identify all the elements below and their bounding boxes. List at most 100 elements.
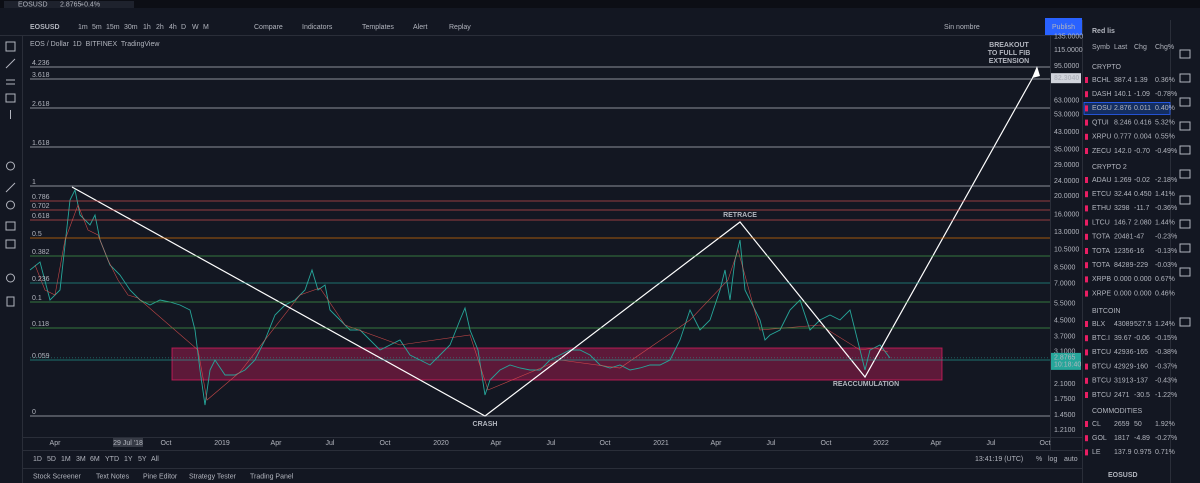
interval[interactable]: 15m	[106, 24, 120, 31]
watchlist-cell[interactable]: XRPE	[1092, 290, 1111, 297]
symbol-flag	[1085, 105, 1088, 112]
watchlist-cell[interactable]: ZECU	[1092, 148, 1111, 155]
tab-price: 2.8765	[60, 1, 82, 8]
icon[interactable]	[1179, 145, 1191, 155]
interval[interactable]: 1m	[78, 24, 88, 31]
interval[interactable]: 5m	[92, 24, 102, 31]
panel-tab[interactable]: Stock Screener	[33, 473, 82, 480]
watchlist-cell[interactable]: XRPB	[1092, 276, 1111, 283]
watchlist-cell[interactable]: TOTA	[1092, 262, 1110, 269]
icon[interactable]	[1179, 267, 1191, 277]
watchlist-cell[interactable]: LTCU	[1092, 219, 1110, 226]
watchlist-cell[interactable]: BCHL	[1092, 77, 1111, 84]
toolbar-button[interactable]: Templates	[362, 24, 394, 31]
interval[interactable]: 4h	[169, 24, 177, 31]
range-button[interactable]: 1M	[61, 456, 71, 463]
watchlist-cell[interactable]: ETHU	[1092, 205, 1111, 212]
icon[interactable]	[5, 221, 16, 231]
watchlist-cell[interactable]: BTCU	[1092, 392, 1111, 399]
toolbar-button[interactable]: Indicators	[302, 24, 333, 31]
icon[interactable]	[6, 161, 15, 171]
range-button[interactable]: 5D	[47, 456, 56, 463]
icon[interactable]	[1179, 243, 1191, 253]
icon[interactable]	[6, 296, 15, 307]
layout-name[interactable]: Sin nombre	[944, 24, 980, 31]
icon[interactable]	[1179, 121, 1191, 131]
interval[interactable]: M	[203, 24, 209, 31]
watchlist-cell: -137	[1134, 378, 1148, 385]
interval[interactable]: W	[192, 24, 199, 31]
watchlist-cell[interactable]: CL	[1092, 421, 1101, 428]
icon[interactable]	[6, 200, 15, 210]
toolbar-button[interactable]: Compare	[254, 24, 283, 31]
watchlist-cell[interactable]: LE	[1092, 449, 1101, 456]
watchlist-cell[interactable]: ETCU	[1092, 191, 1111, 198]
watchlist-cell[interactable]: QTUI	[1092, 119, 1109, 126]
symbol-flag	[1085, 91, 1088, 98]
range-button[interactable]: YTD	[105, 456, 119, 463]
watchlist-cell[interactable]: BTCU	[1092, 378, 1111, 385]
watchlist-cell[interactable]: TOTA	[1092, 234, 1110, 241]
icon[interactable]	[1179, 195, 1191, 205]
range-button[interactable]: 6M	[90, 456, 100, 463]
price-label: 7.0000	[1054, 281, 1076, 288]
icon[interactable]	[6, 273, 15, 283]
interval[interactable]: 30m	[124, 24, 138, 31]
watchlist-cell: -0.36%	[1155, 205, 1177, 212]
icon[interactable]	[1179, 97, 1191, 107]
left-toolbar	[0, 36, 22, 483]
panel-tab[interactable]: Strategy Tester	[189, 473, 237, 480]
scale-option[interactable]: log	[1048, 456, 1057, 463]
browser-tab[interactable]	[4, 1, 134, 8]
price-label: 13.0000	[1054, 229, 1079, 236]
watchlist-cell[interactable]: BTCU	[1092, 349, 1111, 356]
watchlist-cell: -4.89	[1134, 435, 1150, 442]
range-button[interactable]: All	[151, 456, 159, 463]
watchlist-cell[interactable]: BLX	[1092, 321, 1106, 328]
watchlist-column: Symb	[1092, 44, 1110, 51]
icon[interactable]	[5, 239, 16, 249]
watchlist-cell: 0.011	[1134, 105, 1151, 112]
price-tag-label: 82.3040	[1054, 75, 1079, 82]
time-label: Jul	[326, 440, 335, 447]
range-button[interactable]: 5Y	[138, 456, 147, 463]
range-button[interactable]: 3M	[76, 456, 86, 463]
publish-button[interactable]	[1045, 18, 1082, 35]
icon[interactable]	[5, 93, 16, 103]
icon[interactable]	[1179, 219, 1191, 229]
interval[interactable]: 1h	[143, 24, 151, 31]
toolbar-button[interactable]: Replay	[449, 24, 471, 31]
panel-tab[interactable]: Trading Panel	[250, 473, 294, 480]
watchlist-cell[interactable]: BTC.I	[1092, 335, 1110, 342]
range-button[interactable]: 1D	[33, 456, 42, 463]
watchlist-cell[interactable]: TOTA	[1092, 248, 1110, 255]
fib-label: 0	[32, 409, 36, 416]
symbol-search[interactable]: EOSUSD	[30, 24, 60, 31]
panel-tab[interactable]: Pine Editor	[143, 473, 178, 480]
toolbar-button[interactable]: Alert	[413, 24, 427, 31]
icon[interactable]	[1179, 49, 1191, 59]
icon[interactable]	[1179, 317, 1191, 327]
watchlist-cell[interactable]: GOL	[1092, 435, 1107, 442]
icon[interactable]	[1179, 73, 1191, 83]
scale-option[interactable]: auto	[1064, 456, 1078, 463]
watchlist-cell: -165	[1134, 349, 1148, 356]
watchlist-cell[interactable]: ADAU	[1092, 177, 1111, 184]
scale-option[interactable]: %	[1036, 456, 1042, 463]
watchlist-cell[interactable]: XRPU	[1092, 134, 1111, 141]
watchlist-cell[interactable]: DASH	[1092, 91, 1111, 98]
icon[interactable]	[5, 182, 16, 193]
icon[interactable]	[5, 58, 16, 69]
interval[interactable]: D	[181, 24, 186, 31]
watchlist-title[interactable]: Red lis	[1092, 28, 1115, 35]
range-button[interactable]: 1Y	[124, 456, 133, 463]
time-label: Jul	[547, 440, 556, 447]
watchlist-cell[interactable]: EOSU	[1092, 105, 1112, 112]
publish-label[interactable]: Publish	[1052, 24, 1075, 31]
interval[interactable]: 2h	[156, 24, 164, 31]
icon[interactable]	[1179, 169, 1191, 179]
watchlist-cell[interactable]: BTCU	[1092, 363, 1111, 370]
panel-tab[interactable]: Text Notes	[96, 473, 130, 480]
price-label: 95.0000	[1054, 63, 1079, 70]
icon[interactable]	[5, 41, 16, 52]
